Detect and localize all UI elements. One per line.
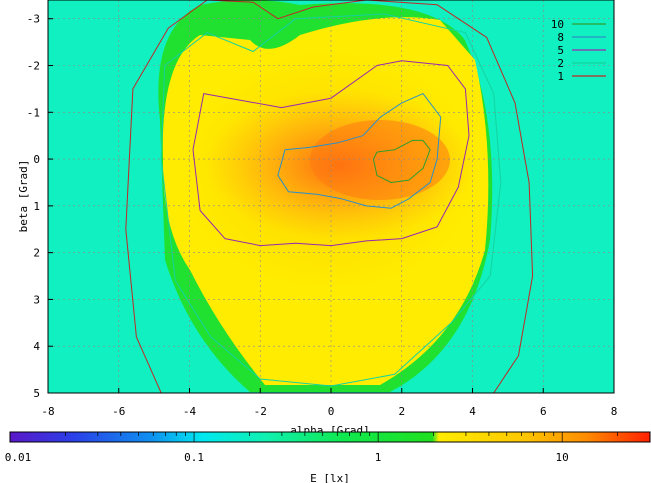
contour-line-5 [192, 60, 470, 247]
colorbar-tick-label: 1 [375, 451, 382, 464]
x-tick-label: 6 [540, 405, 547, 418]
colorbar-tick-label: 0.1 [184, 451, 204, 464]
colorbar-title: E [lx] [310, 472, 350, 483]
x-tick-label: 0 [328, 405, 335, 418]
contour-line-8 [277, 93, 442, 209]
y-tick-label: 5 [33, 387, 40, 400]
y-tick-label: 4 [33, 340, 40, 353]
x-tick-label: 4 [469, 405, 476, 418]
y-tick-label: -2 [27, 60, 40, 73]
legend-label: 8 [557, 31, 564, 44]
colorbar-tick-label: 10 [556, 451, 569, 464]
x-tick-label: -8 [41, 405, 54, 418]
contour-line-1 [125, 0, 534, 393]
y-tick-label: -3 [27, 13, 40, 26]
colorbar-tick-label: 0.01 [5, 451, 32, 464]
y-tick-label: 0 [33, 153, 40, 166]
contour-lines [125, 0, 534, 393]
y-tick-label: 2 [33, 247, 40, 260]
y-axis-ticks: -3 -2 -1 0 1 2 3 4 5 [27, 13, 53, 400]
x-tick-label: 2 [398, 405, 405, 418]
x-tick-label: -4 [183, 405, 197, 418]
contour-line-10 [372, 139, 431, 183]
colorbar-ticks: 0.01 0.1 1 10 [5, 432, 651, 464]
x-tick-label: 8 [611, 405, 618, 418]
legend-label: 10 [551, 18, 564, 31]
x-axis-ticks: -8 -6 -4 -2 0 2 4 6 8 [41, 388, 617, 418]
legend-label: 5 [557, 44, 564, 57]
x-tick-label: -6 [112, 405, 125, 418]
y-tick-label: 1 [33, 200, 40, 213]
y-axis-title: beta [Grad] [17, 160, 30, 233]
y-tick-label: -1 [27, 106, 40, 119]
y-tick-label: 3 [33, 293, 40, 306]
x-tick-label: -2 [254, 405, 267, 418]
contour-line-2 [160, 13, 502, 387]
legend-label: 2 [557, 57, 564, 70]
legend-label: 1 [557, 70, 564, 83]
